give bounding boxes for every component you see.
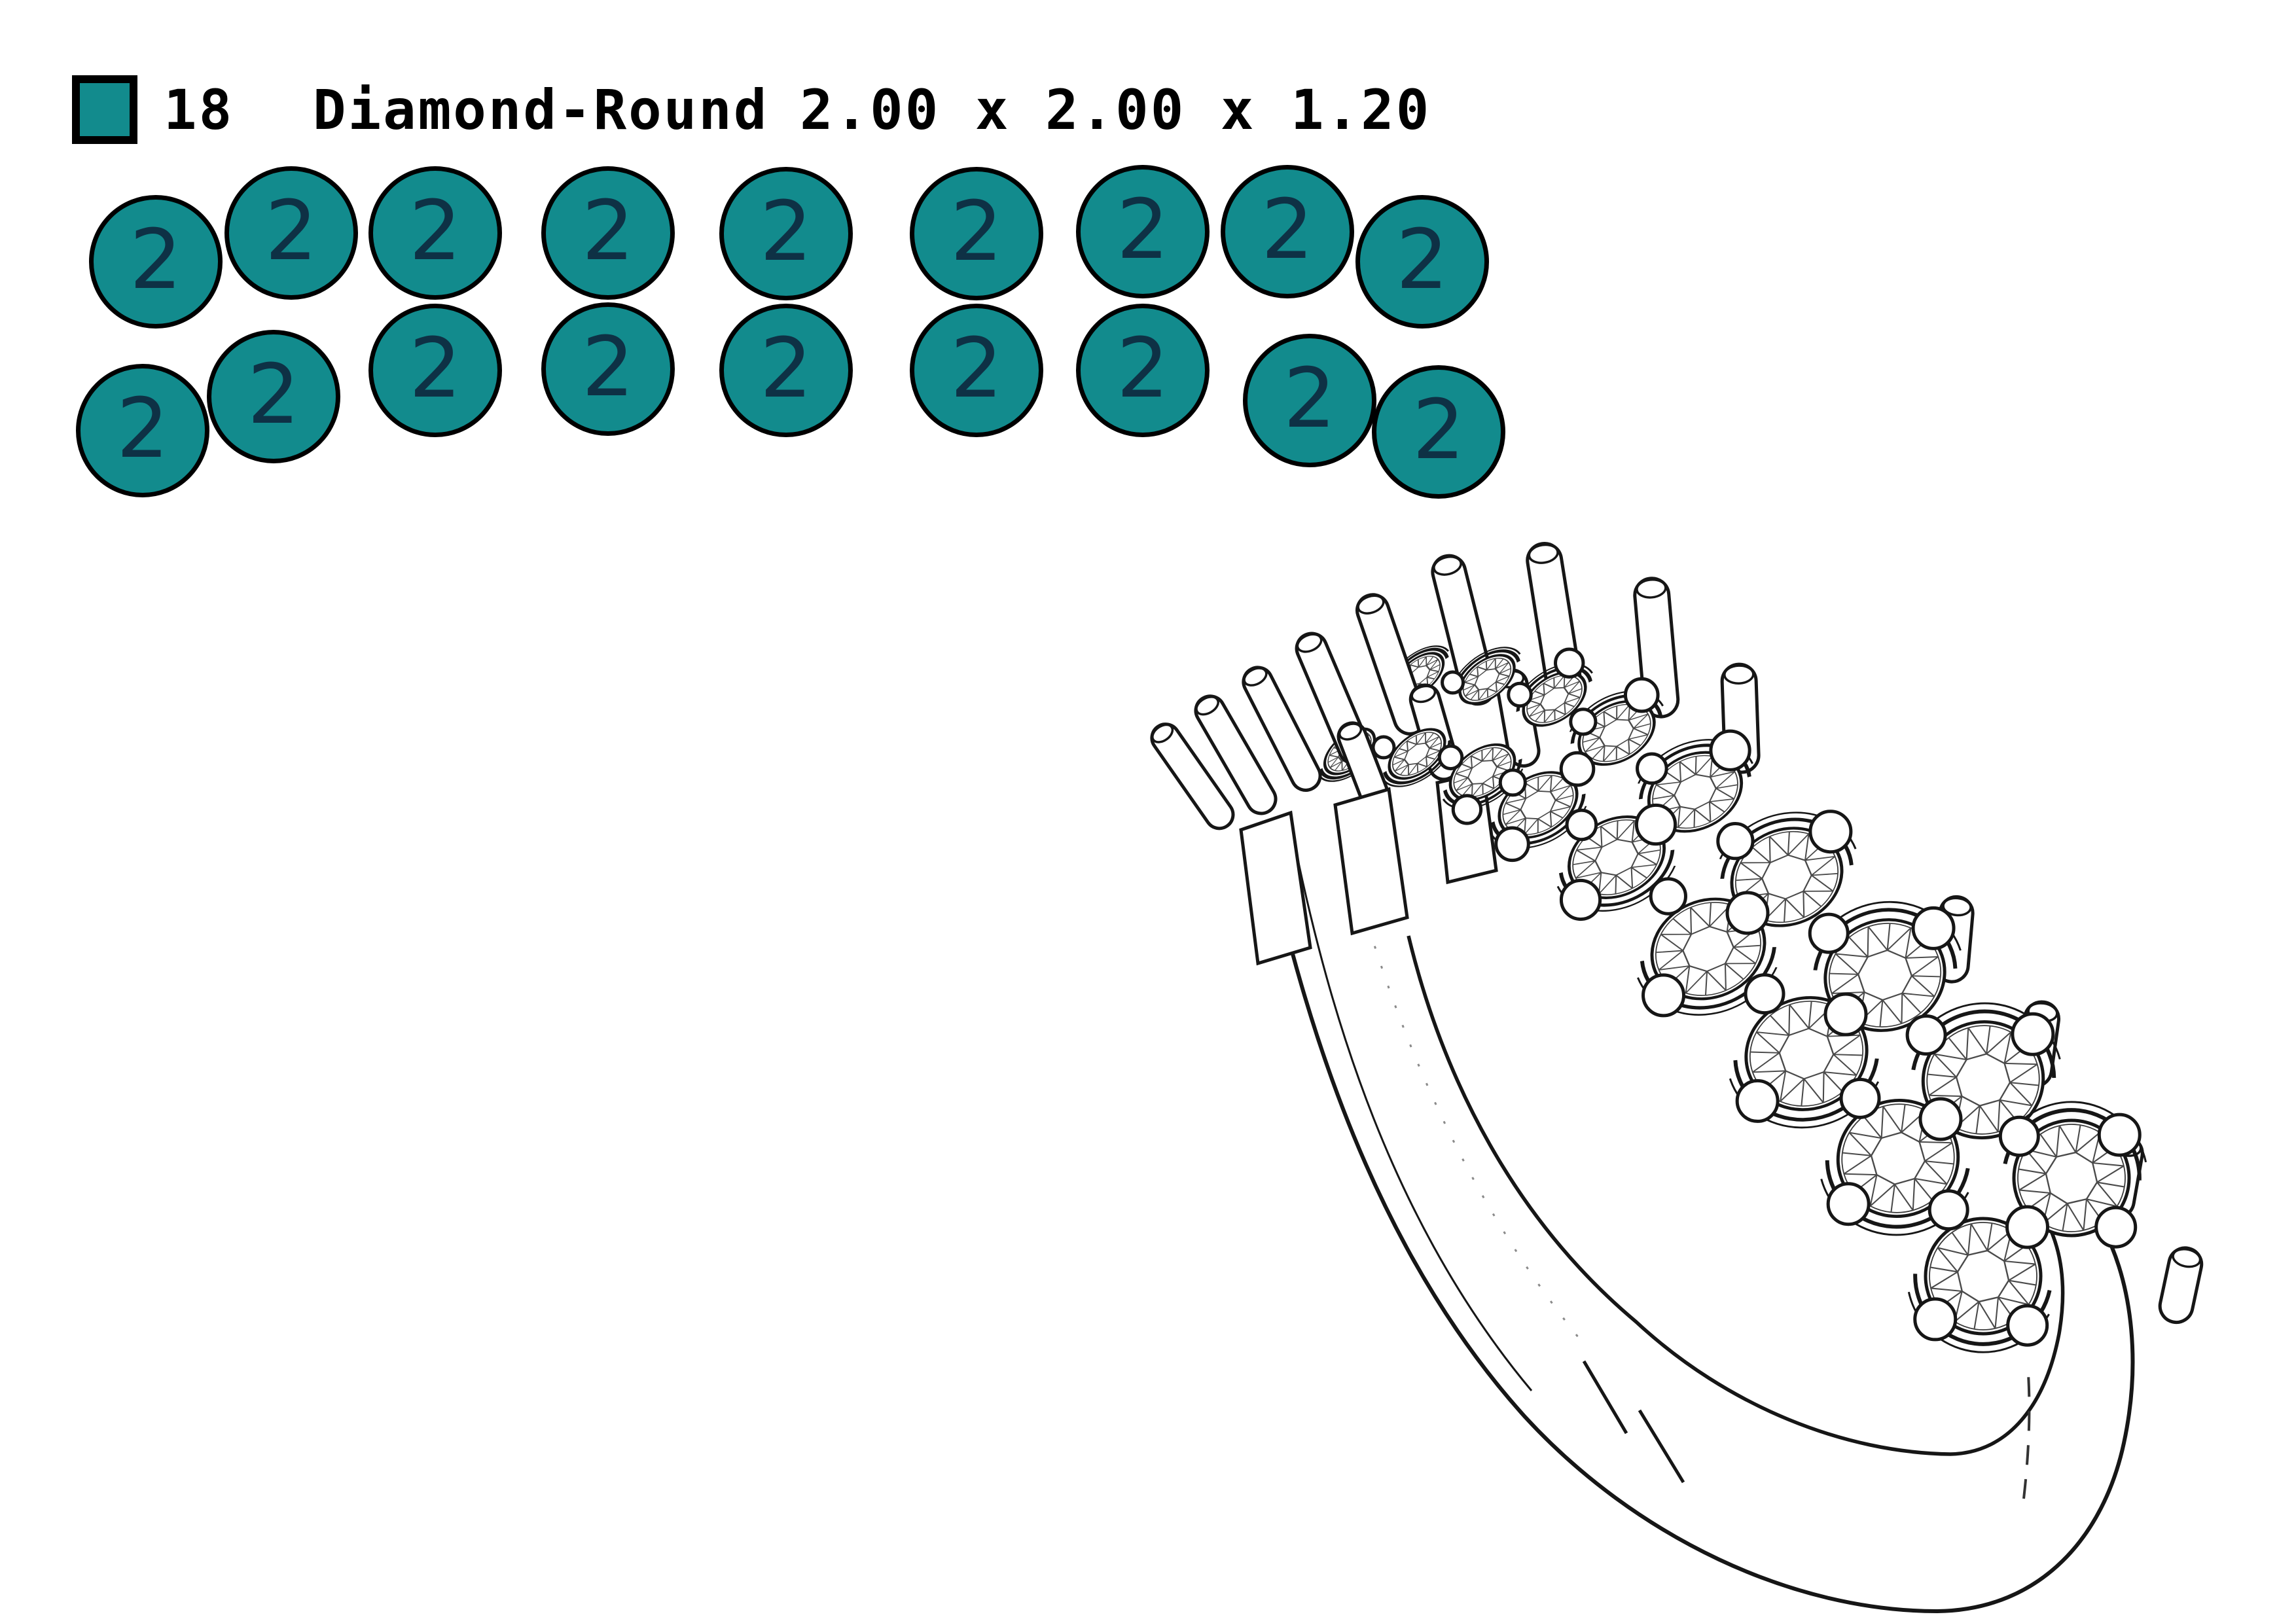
legend-gem-count: 18 <box>164 77 234 143</box>
gem-circle-label: 2 <box>950 183 1003 279</box>
gem-circle: 2 <box>89 195 223 329</box>
gem-circle: 2 <box>1076 165 1210 298</box>
gem-circle-label: 2 <box>129 211 183 308</box>
gem-circle-label: 2 <box>408 319 462 416</box>
gem-circle: 2 <box>368 304 502 437</box>
gem-circle: 2 <box>224 166 358 300</box>
gem-circle: 2 <box>76 364 209 497</box>
gem-circle-label: 2 <box>950 319 1003 416</box>
gem-circle-label: 2 <box>581 318 635 415</box>
gem-circle: 2 <box>910 304 1043 437</box>
gem-circle: 2 <box>207 330 340 463</box>
gem-circle-label: 2 <box>581 182 635 279</box>
legend-size-value: 2.00 x 2.00 x 1.20 <box>800 78 1431 142</box>
gem-circle-label: 2 <box>1116 181 1170 277</box>
gem-circle: 2 <box>719 167 853 300</box>
gem-circle-label: 2 <box>247 346 300 442</box>
gem-circle: 2 <box>910 167 1043 300</box>
gem-circle: 2 <box>1372 365 1505 499</box>
gem-circle: 2 <box>541 302 675 436</box>
gem-circle-label: 2 <box>264 182 318 279</box>
gem-circle-label: 2 <box>759 183 813 279</box>
gem-circle: 2 <box>1355 195 1489 329</box>
gem-circle: 2 <box>719 304 853 437</box>
gem-circle-label: 2 <box>408 182 462 279</box>
gem-circle: 2 <box>1076 304 1210 437</box>
gem-circle-label: 2 <box>1412 381 1465 478</box>
gem-circle: 2 <box>541 166 675 300</box>
legend-color-swatch <box>72 75 137 144</box>
ring-head <box>1150 542 2204 1353</box>
legend-name-value: Diamond-Round <box>313 78 769 142</box>
gem-circle: 2 <box>368 166 502 300</box>
legend-gem-size: 2.00 x 2.00 x 1.20 <box>800 77 1431 143</box>
ring-band <box>1263 838 2135 1614</box>
gem-circle-label: 2 <box>1116 319 1170 416</box>
gem-circle-label: 2 <box>1395 211 1449 308</box>
gem-circle-label: 2 <box>1261 181 1314 277</box>
gem-circle-label: 2 <box>759 319 813 416</box>
legend-gem-name: Diamond-Round <box>313 77 768 143</box>
gem-circle-label: 2 <box>1283 349 1336 446</box>
gem-circle: 2 <box>1221 165 1354 298</box>
gem-circle: 2 <box>1243 334 1376 467</box>
gem-circle-label: 2 <box>116 380 170 476</box>
legend-count-value: 18 <box>164 78 234 142</box>
